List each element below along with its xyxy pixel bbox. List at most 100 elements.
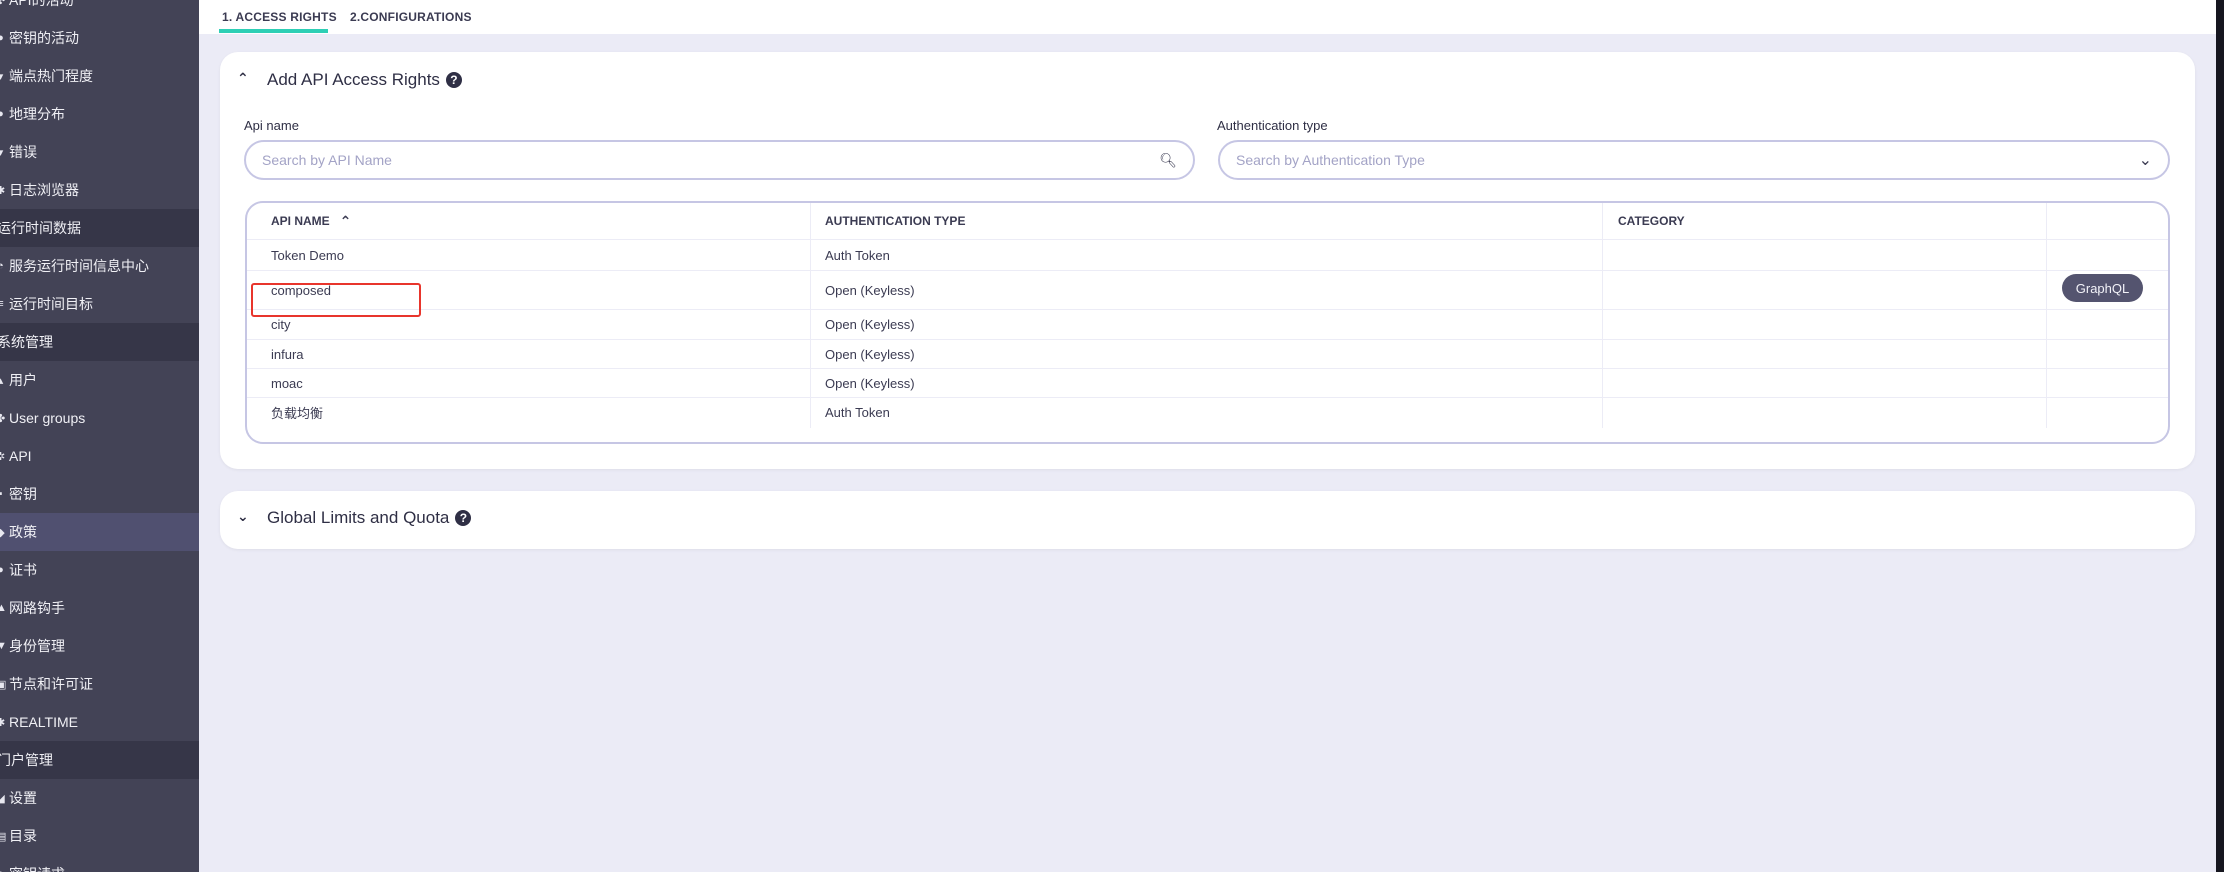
sidebar-item[interactable]: ≡ 运行时间目标 [0, 285, 199, 323]
sidebar-item[interactable]: ● 密钥的活动 [0, 19, 199, 57]
chevron-down-icon[interactable]: ⌄ [237, 508, 249, 524]
table-row[interactable]: composed Open (Keyless) [247, 271, 2168, 310]
tab-bar: 1. ACCESS RIGHTS 2.CONFIGURATIONS [199, 0, 2216, 34]
active-tab-indicator [219, 29, 328, 33]
sidebar-item-label: API [9, 448, 32, 464]
certificate-icon: ● [0, 564, 4, 576]
api-name-cell: moac [271, 375, 303, 391]
shield-icon: ▼ [0, 640, 7, 652]
card-header[interactable]: Add API Access Rights ? [267, 70, 462, 90]
graphql-badge: GraphQL [2062, 274, 2143, 302]
sidebar-item-label: 密钥 [9, 486, 37, 502]
chevron-down-icon[interactable]: ⌄ [2138, 152, 2152, 169]
api-name-cell: infura [271, 346, 304, 362]
table-row[interactable]: Token Demo Auth Token [247, 240, 2168, 271]
column-divider [1602, 203, 1603, 428]
list-icon: ≡ [0, 298, 4, 310]
sidebar-item[interactable]: ✤ User groups [0, 399, 199, 437]
column-header-auth-type[interactable]: AUTHENTICATION TYPE [825, 214, 966, 228]
auth-type-cell: Auth Token [825, 404, 890, 420]
sidebar-item-label: 端点热门程度 [9, 68, 93, 84]
sidebar-item[interactable]: ▾ 错误 [0, 133, 199, 171]
sidebar-item-label: 运行时间目标 [9, 296, 93, 312]
sidebar-item-label: 节点和许可证 [9, 676, 93, 692]
sidebar-item-label: REALTIME [9, 714, 78, 730]
table-row[interactable]: 负载均衡 Auth Token [247, 398, 2168, 426]
flame-icon: ▾ [0, 70, 4, 83]
users-icon: ✤ [0, 412, 6, 425]
auth-type-cell: Open (Keyless) [825, 282, 915, 298]
access-rights-card: ⌃ Add API Access Rights ? Api name Authe… [220, 52, 2195, 469]
log-icon: ✱ [0, 184, 6, 197]
sidebar-item[interactable]: ✲ API [0, 437, 199, 475]
column-header-category[interactable]: CATEGORY [1618, 214, 1685, 228]
auth-type-cell: Auth Token [825, 247, 890, 263]
activity-icon: ✣ [0, 0, 6, 7]
sidebar-item[interactable]: ▾ 端点热门程度 [0, 57, 199, 95]
sidebar-item[interactable]: ◔ 服务运行时间信息中心 [0, 247, 199, 285]
dashboard-icon: ◔ [0, 260, 4, 272]
sort-ascending-icon[interactable]: ⌃ [339, 212, 352, 229]
window-edge [2216, 0, 2224, 872]
global-limits-card[interactable]: ⌄ Global Limits and Quota ? [220, 491, 2195, 549]
tab-configurations[interactable]: 2.CONFIGURATIONS [350, 10, 472, 24]
tab-access-rights[interactable]: 1. ACCESS RIGHTS [222, 10, 337, 24]
sidebar-item[interactable]: ▼ 身份管理 [0, 627, 199, 665]
help-icon[interactable]: ? [445, 72, 462, 88]
catalog-icon: ▤ [0, 830, 7, 843]
lock-icon: ▪ [0, 488, 3, 500]
sidebar-item[interactable]: ◆ 政策 [0, 513, 199, 551]
globe-icon: ● [0, 108, 4, 120]
sidebar-item[interactable]: ✣ API的活动 [0, 0, 199, 19]
sidebar: ✣ API的活动 ● 密钥的活动 ▾ 端点热门程度 ● 地理分布 ▾ 错误 ✱ 日志浏览器 运行时间数据… [0, 0, 199, 872]
sidebar-item[interactable]: ✱ 日志浏览器 [0, 171, 199, 209]
sidebar-nav: ✣ API的活动 ● 密钥的活动 ▾ 端点热门程度 ● 地理分布 ▾ 错误 ✱ 日志浏览器 运行时间数据… [0, 0, 199, 872]
sidebar-item-label: 网路钩手 [9, 600, 65, 616]
column-divider [2046, 203, 2047, 428]
auth-type-cell: Open (Keyless) [825, 375, 915, 391]
api-name-search-input[interactable]: Search by API Name 🔍︎ [244, 140, 1195, 180]
sidebar-item[interactable]: ▪ 密钥 [0, 475, 199, 513]
auth-type-label: Authentication type [1217, 118, 1328, 133]
sidebar-item[interactable]: ● 密钥请求 [0, 855, 199, 872]
auth-type-select[interactable]: Search by Authentication Type ⌄ [1218, 140, 2170, 180]
sidebar-section-header: 运行时间数据 [0, 209, 199, 247]
sidebar-item-label: User groups [9, 410, 86, 426]
column-header-api-name[interactable]: API NAME ⌃ [271, 203, 351, 239]
gear-icon: ✲ [0, 450, 6, 463]
placeholder: Search by Authentication Type [1236, 152, 1425, 168]
policy-icon: ◆ [0, 526, 5, 539]
user-icon: ▴ [0, 374, 4, 387]
card-header[interactable]: Global Limits and Quota ? [267, 508, 472, 528]
sidebar-item-label: 用户 [9, 372, 37, 388]
key-request-icon: ● [0, 868, 5, 872]
sidebar-item-label: 政策 [9, 524, 37, 540]
table-row[interactable]: infura Open (Keyless) [247, 340, 2168, 369]
sidebar-item[interactable]: ● 证书 [0, 551, 199, 589]
auth-type-cell: Open (Keyless) [825, 317, 915, 332]
sidebar-item[interactable]: ▴ 用户 [0, 361, 199, 399]
table-header-row: API NAME ⌃ AUTHENTICATION TYPE CATEGORY [247, 203, 2168, 240]
sidebar-item[interactable]: ▣ 节点和许可证 [0, 665, 199, 703]
chevron-up-icon[interactable]: ⌃ [237, 70, 249, 86]
sidebar-item[interactable]: ✱ REALTIME [0, 703, 199, 741]
card-title: Add API Access Rights [267, 70, 440, 89]
sidebar-item[interactable]: ▤ 目录 [0, 817, 199, 855]
sidebar-item[interactable]: ▲ 网路钩手 [0, 589, 199, 627]
sidebar-item[interactable]: ● 地理分布 [0, 95, 199, 133]
key-icon: ● [0, 32, 4, 44]
auth-type-cell: Open (Keyless) [825, 346, 915, 362]
sidebar-item-label: API的活动 [9, 0, 74, 8]
sidebar-item-label: 运行时间数据 [0, 220, 81, 236]
sidebar-item-label: 密钥请求 [9, 864, 65, 872]
search-icon[interactable]: 🔍︎ [1159, 151, 1177, 168]
table-row[interactable]: city Open (Keyless) [247, 310, 2168, 340]
sidebar-section-header: 系统管理 [0, 323, 199, 361]
help-icon[interactable]: ? [455, 510, 472, 526]
sidebar-item-label: 证书 [9, 562, 37, 578]
api-name-label: Api name [244, 118, 299, 133]
realtime-icon: ✱ [0, 716, 6, 729]
api-name-cell: composed [271, 282, 331, 298]
table-row[interactable]: moac Open (Keyless) [247, 369, 2168, 398]
sidebar-item[interactable]: ◢ 设置 [0, 779, 199, 817]
